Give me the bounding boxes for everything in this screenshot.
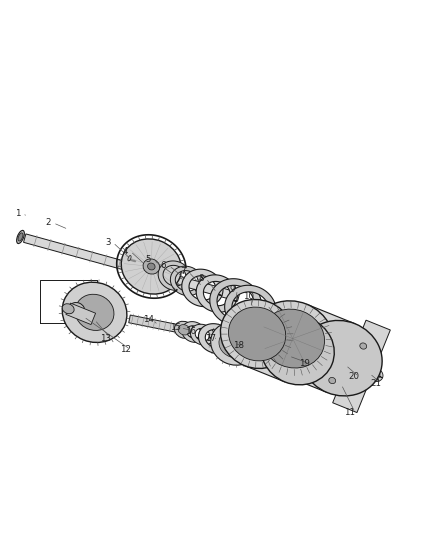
Ellipse shape — [178, 325, 190, 335]
Polygon shape — [129, 315, 185, 334]
Ellipse shape — [62, 282, 127, 343]
Text: 1: 1 — [14, 209, 20, 218]
Polygon shape — [358, 364, 377, 381]
Polygon shape — [66, 303, 95, 325]
Text: 2: 2 — [45, 219, 51, 228]
Polygon shape — [198, 324, 233, 353]
Text: 17: 17 — [205, 334, 216, 343]
Polygon shape — [225, 285, 276, 333]
Text: 21: 21 — [371, 379, 381, 388]
Polygon shape — [158, 261, 191, 290]
Polygon shape — [170, 266, 203, 296]
Text: 6: 6 — [161, 261, 166, 270]
Ellipse shape — [329, 377, 336, 384]
Polygon shape — [348, 359, 370, 379]
Ellipse shape — [261, 309, 325, 368]
Ellipse shape — [148, 263, 155, 270]
Ellipse shape — [121, 239, 181, 294]
Text: 18: 18 — [233, 342, 244, 351]
Polygon shape — [210, 279, 261, 326]
Ellipse shape — [128, 255, 131, 261]
Ellipse shape — [219, 330, 250, 358]
Polygon shape — [336, 355, 362, 378]
Polygon shape — [324, 350, 354, 377]
Text: 8: 8 — [198, 274, 203, 283]
Ellipse shape — [75, 294, 114, 330]
Text: 10: 10 — [243, 292, 254, 301]
Ellipse shape — [17, 230, 25, 244]
Ellipse shape — [360, 343, 367, 349]
Polygon shape — [24, 234, 240, 301]
Polygon shape — [279, 304, 355, 393]
Text: 11: 11 — [344, 408, 356, 417]
Ellipse shape — [143, 259, 159, 274]
Text: 16: 16 — [185, 327, 196, 336]
Text: 9: 9 — [230, 285, 235, 294]
Polygon shape — [244, 302, 311, 382]
Polygon shape — [333, 320, 390, 413]
Ellipse shape — [62, 304, 74, 314]
Ellipse shape — [252, 301, 334, 376]
Polygon shape — [367, 368, 383, 382]
Polygon shape — [182, 321, 205, 342]
Text: 14: 14 — [143, 315, 154, 324]
Ellipse shape — [211, 322, 258, 365]
Text: 3: 3 — [105, 238, 110, 247]
Text: 7: 7 — [180, 267, 186, 276]
Ellipse shape — [18, 233, 23, 241]
Ellipse shape — [220, 300, 294, 368]
Ellipse shape — [229, 307, 286, 361]
Polygon shape — [191, 324, 214, 345]
Text: 5: 5 — [145, 255, 151, 264]
Polygon shape — [182, 269, 223, 306]
Text: 19: 19 — [299, 359, 310, 368]
Polygon shape — [196, 275, 237, 312]
Text: 13: 13 — [100, 334, 111, 343]
Text: 4: 4 — [122, 247, 128, 256]
Text: 15: 15 — [170, 323, 181, 332]
Ellipse shape — [70, 303, 85, 315]
Ellipse shape — [174, 321, 194, 338]
Ellipse shape — [261, 316, 334, 385]
Text: 12: 12 — [120, 345, 131, 354]
Text: 20: 20 — [348, 372, 359, 381]
Ellipse shape — [300, 320, 382, 396]
